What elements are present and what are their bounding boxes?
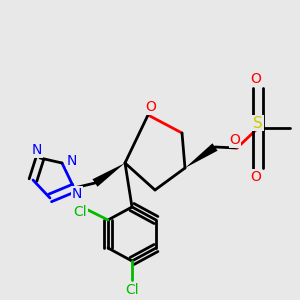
Text: O: O — [146, 100, 156, 114]
Text: Cl: Cl — [73, 205, 87, 219]
Text: N: N — [32, 143, 42, 157]
Text: Cl: Cl — [125, 283, 139, 297]
Text: O: O — [230, 133, 240, 147]
Text: O: O — [250, 170, 261, 184]
Polygon shape — [92, 163, 125, 187]
Text: O: O — [250, 72, 261, 86]
Text: N: N — [67, 154, 77, 168]
Polygon shape — [185, 143, 218, 168]
Text: S: S — [253, 116, 263, 130]
Text: N: N — [72, 187, 82, 201]
